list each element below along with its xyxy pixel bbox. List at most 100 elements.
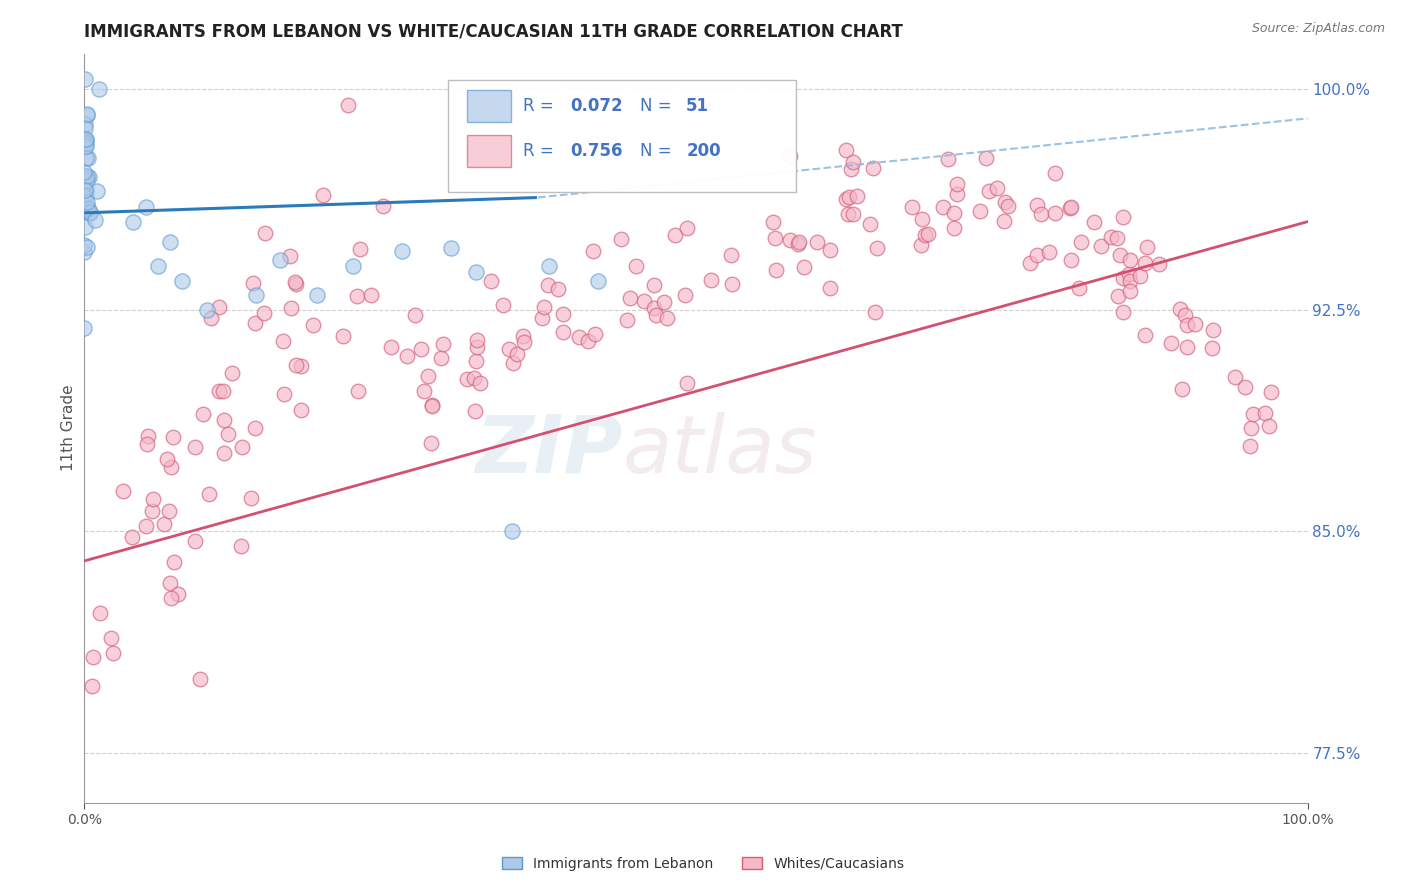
Point: [586, 274, 609, 288]
Point: [75, 183, 97, 197]
Point: [1060, 200, 1083, 214]
Point: [409, 343, 432, 357]
Point: [73, 190, 96, 204]
Point: [842, 207, 865, 221]
Point: [583, 327, 606, 342]
Point: [243, 420, 266, 434]
Point: [779, 233, 801, 247]
Point: [838, 190, 860, 204]
Point: [1029, 207, 1052, 221]
Point: [1129, 268, 1152, 283]
Point: [229, 539, 252, 553]
Point: [197, 487, 219, 501]
Point: [346, 288, 368, 302]
Point: [430, 351, 453, 365]
Point: [142, 492, 165, 507]
Point: [75, 151, 97, 165]
Point: [464, 265, 486, 279]
Point: [1059, 201, 1081, 215]
Point: [700, 273, 723, 287]
Point: [468, 376, 491, 390]
Point: [1254, 406, 1277, 420]
Point: [208, 300, 231, 314]
Point: [1107, 288, 1129, 302]
Point: [977, 185, 1000, 199]
Point: [152, 517, 174, 532]
Point: [89, 606, 111, 620]
Point: [502, 524, 524, 539]
Point: [1175, 340, 1198, 354]
Text: ZIP: ZIP: [475, 411, 623, 490]
Point: [610, 232, 633, 246]
Point: [76, 107, 98, 121]
Point: [1119, 252, 1142, 267]
Point: [644, 309, 666, 323]
Point: [420, 398, 443, 412]
Text: IMMIGRANTS FROM LEBANON VS WHITE/CAUCASIAN 11TH GRADE CORRELATION CHART: IMMIGRANTS FROM LEBANON VS WHITE/CAUCASI…: [84, 23, 903, 41]
Point: [465, 340, 488, 354]
Point: [1201, 341, 1223, 355]
Point: [818, 243, 841, 257]
Point: [1160, 335, 1182, 350]
Point: [901, 200, 924, 214]
Point: [419, 435, 441, 450]
Point: [239, 491, 262, 505]
Point: [391, 244, 413, 259]
Point: [82, 650, 104, 665]
Point: [946, 186, 969, 201]
Point: [1260, 385, 1282, 400]
Point: [184, 440, 207, 454]
Point: [1043, 165, 1066, 179]
Point: [1111, 211, 1133, 225]
Point: [301, 318, 323, 333]
Point: [533, 300, 555, 314]
Point: [910, 238, 932, 252]
Point: [136, 437, 159, 451]
Point: [305, 288, 328, 302]
Point: [1239, 438, 1261, 452]
Point: [208, 384, 231, 398]
Point: [863, 304, 886, 318]
Point: [643, 278, 665, 293]
Point: [842, 154, 865, 169]
Point: [77, 202, 100, 216]
Text: 0.756: 0.756: [569, 142, 623, 160]
Point: [73, 71, 96, 86]
Point: [1258, 419, 1281, 434]
Point: [846, 189, 869, 203]
Point: [513, 334, 536, 349]
Point: [214, 446, 236, 460]
Point: [1107, 230, 1129, 244]
Point: [762, 215, 785, 229]
Point: [371, 199, 394, 213]
Point: [77, 169, 100, 184]
Point: [380, 340, 402, 354]
Point: [1112, 305, 1135, 319]
Point: [914, 227, 936, 242]
Point: [271, 334, 294, 348]
Point: [1019, 256, 1042, 270]
Point: [1136, 239, 1159, 253]
Point: [73, 220, 96, 235]
Point: [986, 181, 1008, 195]
Point: [492, 298, 515, 312]
Point: [1118, 268, 1140, 282]
Point: [122, 215, 145, 229]
Point: [994, 195, 1017, 210]
Point: [76, 107, 98, 121]
Point: [859, 217, 882, 231]
Point: [253, 306, 276, 320]
Point: [73, 245, 96, 260]
Text: atlas: atlas: [623, 411, 817, 490]
Point: [464, 404, 486, 418]
Point: [290, 359, 312, 373]
Point: [73, 132, 96, 146]
Point: [79, 205, 101, 219]
Point: [1026, 247, 1049, 261]
Point: [655, 310, 678, 325]
Point: [1026, 198, 1049, 212]
Point: [290, 403, 312, 417]
Point: [675, 220, 697, 235]
Point: [1174, 308, 1197, 322]
Point: [75, 133, 97, 147]
